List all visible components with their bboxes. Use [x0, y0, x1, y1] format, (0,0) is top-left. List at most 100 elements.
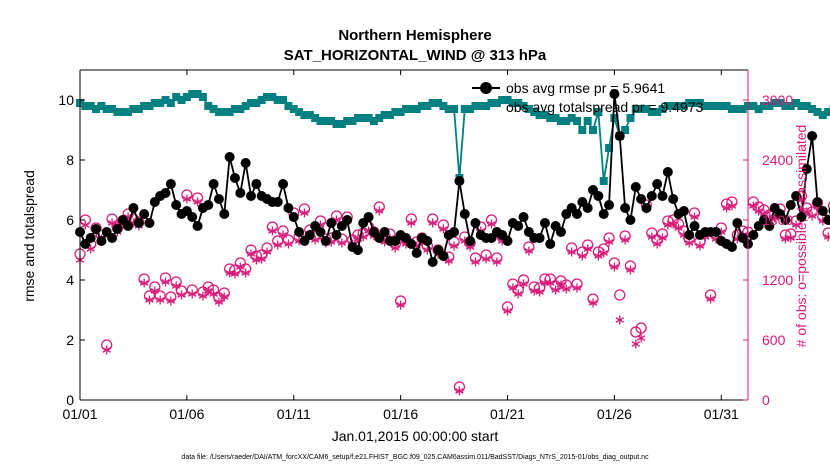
- obs-assimilated-point: [674, 223, 683, 233]
- totalspread-point: [535, 111, 544, 119]
- obs-assimilated-point: [102, 345, 111, 355]
- rmse-point: [764, 221, 775, 231]
- totalspread-point: [674, 102, 683, 110]
- totalspread-point: [556, 117, 565, 125]
- obs-assimilated-point: [337, 238, 347, 248]
- totalspread-point: [706, 102, 715, 110]
- obs-assimilated-point: [503, 306, 512, 316]
- totalspread-point: [583, 117, 592, 125]
- totalspread-point: [824, 108, 830, 116]
- totalspread-point: [508, 99, 517, 107]
- obs-assimilated-point: [439, 224, 448, 234]
- x-tick-label: 01/11: [277, 406, 311, 422]
- rmse-point: [342, 215, 353, 225]
- y-tick-label: 8: [66, 152, 74, 168]
- obs-assimilated-point: [284, 239, 293, 249]
- totalspread-point: [156, 99, 165, 107]
- totalspread-point: [113, 108, 122, 116]
- totalspread-point: [562, 117, 571, 125]
- totalspread-point: [177, 96, 186, 104]
- obs-assimilated-point: [268, 226, 277, 236]
- rmse-point: [251, 179, 262, 189]
- right-tick-label: 0: [762, 392, 770, 408]
- obs-assimilated-point: [139, 278, 149, 288]
- rmse-point: [139, 209, 150, 219]
- totalspread-point: [567, 114, 576, 122]
- rmse-point: [657, 191, 668, 201]
- y-tick-label: 10: [58, 92, 74, 108]
- obs-assimilated-point: [530, 286, 539, 296]
- totalspread-point: [279, 96, 288, 104]
- totalspread-point: [572, 117, 581, 125]
- rmse-point: [208, 179, 219, 189]
- obs-assimilated-point: [556, 280, 566, 290]
- obs-assimilated-point: [188, 289, 197, 299]
- obs-assimilated-point: [300, 208, 309, 218]
- obs-assimilated-point: [823, 232, 830, 242]
- totalspread-point: [792, 99, 801, 107]
- totalspread-point: [594, 108, 603, 116]
- obs-assimilated-point: [599, 248, 608, 258]
- rmse-point: [689, 221, 700, 231]
- rmse-point: [604, 200, 615, 210]
- obs-assimilated-point: [658, 233, 667, 243]
- obs-assimilated-point: [631, 339, 640, 349]
- obs-possible-point: [614, 289, 626, 301]
- rmse-point: [518, 212, 529, 222]
- obs-assimilated-point: [786, 233, 795, 243]
- totalspread-point: [460, 105, 469, 113]
- totalspread-point: [161, 96, 170, 104]
- x-tick-label: 01/06: [169, 406, 204, 422]
- rmse-point: [465, 236, 476, 246]
- totalspread-point: [252, 99, 261, 107]
- rmse-point: [278, 179, 289, 189]
- obs-assimilated-point: [214, 297, 224, 307]
- totalspread-point: [589, 126, 598, 134]
- totalspread-point: [391, 108, 400, 116]
- rmse-point: [320, 236, 331, 246]
- rmse-point: [459, 209, 470, 219]
- rmse-point: [817, 206, 828, 216]
- rmse-point: [678, 206, 689, 216]
- rmse-point: [406, 239, 417, 249]
- obs-assimilated-point: [519, 279, 528, 289]
- rmse-point: [379, 227, 390, 237]
- rmse-point: [165, 179, 176, 189]
- chart-title-line-1: Northern Hemisphere: [338, 27, 491, 44]
- obs-assimilated-point: [722, 203, 731, 213]
- totalspread-point: [166, 99, 175, 107]
- obs-assimilated-point: [562, 284, 571, 294]
- rmse-point: [593, 191, 604, 201]
- rmse-point: [625, 215, 636, 225]
- rmse-point: [652, 179, 663, 189]
- rmse-point: [710, 227, 721, 237]
- totalspread-point: [476, 102, 485, 110]
- totalspread-point: [418, 102, 427, 110]
- obs-assimilated-point: [572, 283, 582, 293]
- totalspread-point: [423, 102, 432, 110]
- x-tick-label: 01/16: [383, 406, 418, 422]
- rmse-point: [732, 218, 743, 228]
- rmse-point: [502, 236, 513, 246]
- obs-possible-point: [635, 322, 647, 334]
- totalspread-point: [311, 114, 320, 122]
- totalspread-point: [150, 99, 159, 107]
- rmse-point: [662, 167, 673, 177]
- totalspread-point: [722, 102, 731, 110]
- rmse-point: [454, 176, 465, 186]
- totalspread-point: [198, 93, 207, 101]
- totalspread-point: [626, 114, 635, 122]
- rmse-point: [331, 230, 342, 240]
- totalspread-point: [295, 108, 304, 116]
- totalspread-point: [204, 102, 213, 110]
- rmse-point: [684, 230, 695, 240]
- totalspread-point: [230, 105, 239, 113]
- totalspread-point: [605, 144, 614, 152]
- totalspread-point: [92, 105, 101, 113]
- totalspread-point: [284, 102, 293, 110]
- rmse-point: [427, 257, 438, 267]
- rmse-point: [614, 131, 625, 141]
- totalspread-point: [503, 96, 512, 104]
- obs-assimilated-point: [278, 230, 288, 240]
- obs-assimilated-point: [695, 241, 705, 251]
